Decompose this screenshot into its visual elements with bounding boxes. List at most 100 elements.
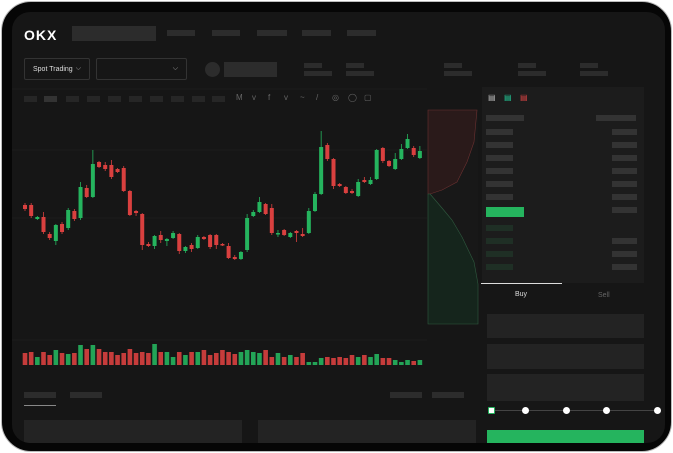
timeframe-button[interactable]: [192, 96, 205, 102]
volume-bar: [96, 349, 102, 365]
bid-amount: [612, 238, 637, 244]
ask-price: [486, 181, 513, 187]
nav-item[interactable]: [167, 30, 195, 36]
ask-price: [486, 142, 513, 148]
trading-mode-select[interactable]: Spot Trading ⌵: [24, 58, 90, 80]
candle-body: [356, 182, 361, 196]
drawing-tool-icon[interactable]: M: [236, 93, 243, 102]
filter-button[interactable]: [432, 392, 464, 398]
volume-bar: [109, 352, 114, 365]
volume-bar: [41, 352, 46, 365]
timeframe-button[interactable]: [87, 96, 100, 102]
candle-body: [300, 234, 305, 236]
candle-body: [337, 184, 342, 186]
price-input[interactable]: [487, 314, 644, 338]
book-both-icon[interactable]: ▤: [488, 93, 496, 102]
timeframe-button[interactable]: [150, 96, 163, 102]
tab-sell[interactable]: Sell: [598, 292, 610, 299]
candle-body: [251, 212, 256, 216]
buy-submit-button[interactable]: [487, 430, 644, 443]
drawing-tool-icon[interactable]: /: [316, 93, 319, 102]
amount-slider-track[interactable]: [490, 410, 658, 411]
bid-price: [486, 251, 513, 257]
total-input[interactable]: [487, 374, 644, 401]
candle-body: [288, 233, 293, 237]
nav-item[interactable]: [347, 30, 376, 36]
candle-body: [399, 149, 404, 159]
drawing-tool-icon[interactable]: ~: [300, 93, 305, 102]
candle-body: [263, 204, 268, 214]
candle-body: [380, 148, 385, 161]
volume-bar: [35, 357, 40, 365]
candle-body: [158, 235, 163, 240]
timeframe-button[interactable]: [24, 96, 37, 102]
stat-value: [518, 71, 546, 76]
candle-body: [53, 225, 58, 241]
price-placeholder: [224, 62, 277, 77]
timeframe-button[interactable]: [171, 96, 184, 102]
tab-order-history[interactable]: [70, 392, 102, 398]
nav-item[interactable]: [302, 30, 331, 36]
volume-bar: [250, 352, 256, 365]
slider-stop[interactable]: [654, 407, 661, 414]
candle-body: [164, 239, 169, 241]
book-asks-icon[interactable]: ▤: [520, 93, 528, 102]
volume-bar: [213, 353, 219, 365]
drawing-tool-icon[interactable]: v: [284, 93, 288, 102]
nav-item[interactable]: [257, 30, 287, 36]
pair-select[interactable]: ⌵: [96, 58, 187, 80]
okx-logo: OKX: [24, 27, 58, 43]
candle-body: [393, 159, 398, 169]
slider-stop[interactable]: [563, 407, 570, 414]
candle-body: [257, 202, 262, 212]
nav-item[interactable]: [212, 30, 240, 36]
candle-body: [350, 191, 355, 193]
candle-body: [121, 168, 126, 191]
volume-bar: [78, 345, 83, 365]
drawing-tool-icon[interactable]: f: [268, 93, 271, 102]
drawing-tool-icon[interactable]: ▢: [364, 93, 372, 102]
volume-bar: [269, 357, 275, 365]
volume-bar: [343, 358, 349, 365]
candle-body: [343, 187, 348, 193]
timeframe-button[interactable]: [66, 96, 79, 102]
volume-bar: [244, 350, 250, 365]
timeframe-button[interactable]: [212, 96, 225, 102]
volume-bar: [170, 357, 176, 365]
timeframe-button[interactable]: [44, 96, 57, 102]
filter-button[interactable]: [390, 392, 422, 398]
slider-stop[interactable]: [603, 407, 610, 414]
volume-bar: [146, 353, 151, 365]
tab-open-orders[interactable]: [24, 392, 56, 398]
bid-price: [486, 238, 513, 244]
candle-body: [41, 217, 46, 232]
assets-panel: [258, 420, 476, 443]
drawing-tool-icon[interactable]: v: [252, 93, 256, 102]
stat-label: [304, 63, 322, 68]
volume-bar: [47, 355, 52, 365]
ask-price: [486, 168, 513, 174]
volume-bar: [207, 355, 213, 365]
volume-bar: [201, 350, 207, 365]
amount-input[interactable]: [487, 344, 644, 369]
book-bids-icon[interactable]: ▤: [504, 93, 512, 102]
candle-body: [134, 211, 139, 213]
candlestick-chart[interactable]: [12, 12, 665, 443]
stat-value: [580, 71, 608, 76]
search-bar[interactable]: [72, 26, 156, 41]
tab-buy[interactable]: Buy: [515, 291, 528, 298]
candle-body: [411, 148, 416, 155]
drawing-tool-icon[interactable]: ◎: [332, 93, 339, 102]
candle-body: [29, 205, 34, 216]
bid-price: [486, 225, 513, 231]
stat-label: [518, 63, 536, 68]
timeframe-button[interactable]: [129, 96, 142, 102]
slider-stop[interactable]: [522, 407, 529, 414]
volume-bar: [362, 355, 367, 365]
timeframe-button[interactable]: [108, 96, 121, 102]
drawing-tool-icon[interactable]: ◯: [348, 93, 357, 102]
slider-handle[interactable]: [488, 407, 495, 414]
candle-body: [23, 205, 27, 209]
volume-bar: [325, 357, 330, 365]
